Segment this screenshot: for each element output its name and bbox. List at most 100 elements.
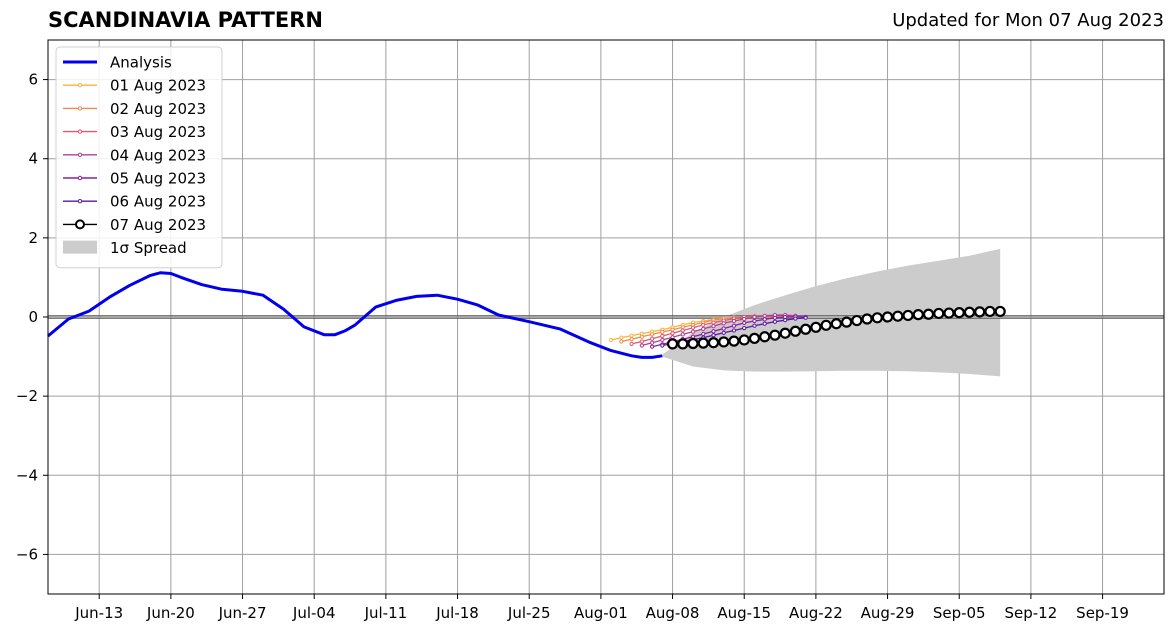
series-point — [994, 305, 1006, 318]
series-line — [651, 315, 806, 348]
series-point — [803, 315, 808, 320]
series-point — [680, 332, 685, 337]
legend-entry: 01 Aug 2023 — [63, 77, 206, 95]
x-tick-label: Jul-04 — [292, 604, 336, 622]
series-point — [649, 332, 655, 337]
x-tick-label: Aug-22 — [789, 604, 843, 622]
series-point — [800, 323, 812, 335]
series-point — [649, 336, 655, 341]
legend-entry: 02 Aug 2023 — [63, 100, 206, 118]
y-tick-label: 0 — [28, 308, 38, 326]
x-tick-label: Jul-25 — [507, 604, 551, 622]
series-line — [641, 314, 796, 347]
series-point — [731, 323, 737, 328]
series-point — [810, 321, 822, 333]
series-point — [881, 311, 894, 323]
series-point — [769, 329, 781, 341]
series-point — [721, 321, 726, 326]
chart-title: SCANDINAVIA PATTERN — [48, 8, 323, 32]
series-point — [820, 319, 832, 331]
series-point — [933, 307, 945, 320]
x-tick-label: Jun-20 — [146, 604, 195, 622]
series-point — [759, 331, 771, 343]
series-point — [762, 321, 767, 326]
series-point — [639, 339, 644, 344]
x-axis-ticks: Jun-13 Jun-20 Jun-27 Jul-04 Jul-11 Jul-18 Jul-… — [74, 594, 1129, 622]
legend-marker — [77, 106, 83, 111]
series-point — [670, 331, 675, 336]
series-point — [721, 326, 726, 331]
x-tick-label: Aug-29 — [861, 604, 915, 622]
forecast-series — [609, 305, 1006, 350]
legend-entry: 1σ Spread — [63, 239, 187, 257]
series-point — [660, 329, 665, 335]
series-point — [861, 313, 873, 325]
series-point — [660, 337, 665, 343]
series-point — [912, 309, 924, 321]
legend-label: 01 Aug 2023 — [110, 77, 206, 95]
x-tick-label: Sep-05 — [933, 604, 986, 622]
series-point — [711, 333, 716, 338]
series-point — [660, 333, 665, 339]
series-point — [639, 343, 644, 348]
legend-label: 05 Aug 2023 — [110, 170, 206, 188]
series-point — [922, 308, 935, 320]
legend-label: 07 Aug 2023 — [110, 216, 206, 234]
series-point — [779, 327, 791, 339]
legend-entry: 04 Aug 2023 — [63, 146, 206, 164]
series-point — [752, 314, 757, 320]
y-tick-label: 6 — [28, 71, 38, 89]
legend-label: 02 Aug 2023 — [110, 100, 206, 118]
series-point — [752, 318, 757, 324]
y-tick-label: −4 — [16, 466, 38, 484]
series-point — [718, 336, 730, 348]
series-point — [670, 327, 675, 332]
series-point — [762, 313, 767, 318]
series-point — [690, 329, 696, 334]
series-point — [752, 323, 757, 328]
x-tick-label: Jun-27 — [218, 604, 267, 622]
series-point — [871, 312, 883, 324]
legend-entry: 07 Aug 2023 — [63, 216, 206, 234]
legend-label: 06 Aug 2023 — [110, 193, 206, 211]
y-tick-label: 4 — [28, 150, 38, 168]
legend-label: Analysis — [110, 54, 172, 72]
series-point — [772, 319, 778, 324]
series-point — [666, 338, 679, 350]
series-point — [738, 334, 750, 346]
series-point — [762, 317, 767, 322]
series-point — [619, 339, 624, 344]
series-point — [701, 331, 706, 337]
series-point — [697, 337, 709, 349]
series-point — [680, 328, 685, 333]
legend-label: 03 Aug 2023 — [110, 123, 206, 141]
series-point — [649, 340, 655, 345]
legend-marker — [77, 129, 83, 134]
series-point — [677, 338, 689, 350]
series-point — [902, 309, 914, 322]
x-tick-label: Sep-19 — [1076, 604, 1129, 622]
series-point — [687, 337, 699, 350]
legend-marker — [77, 199, 83, 204]
series-point — [711, 324, 716, 329]
series-point — [851, 314, 863, 327]
series-point — [984, 305, 996, 318]
x-tick-label: Aug-08 — [646, 604, 700, 622]
series-point — [742, 316, 747, 322]
series-point — [660, 343, 665, 348]
series-point — [629, 341, 634, 347]
legend-marker — [77, 83, 83, 88]
series-point — [748, 332, 761, 344]
series-point — [690, 325, 696, 330]
series-point — [707, 337, 720, 349]
series-point — [639, 334, 644, 339]
legend-entry: 05 Aug 2023 — [63, 170, 206, 188]
chart-subtitle: Updated for Mon 07 Aug 2023 — [892, 10, 1164, 31]
x-tick-label: Jun-13 — [74, 604, 123, 622]
series-point — [649, 344, 655, 349]
y-axis-ticks: −6 −4 −2 0 2 4 6 — [16, 71, 48, 563]
series-point — [793, 316, 798, 321]
legend-entry: Analysis — [63, 54, 172, 72]
x-tick-label: Aug-15 — [717, 604, 771, 622]
y-tick-label: 2 — [28, 229, 38, 247]
